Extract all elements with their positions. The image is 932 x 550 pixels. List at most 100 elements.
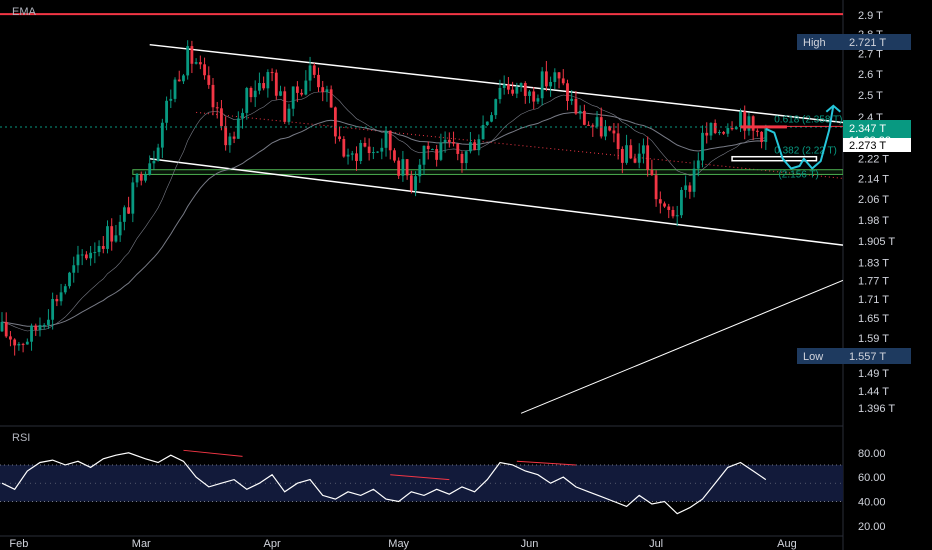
candle-body	[118, 221, 122, 236]
time-tick-label: Jun	[521, 538, 539, 550]
candle-body	[439, 142, 443, 160]
candle-body	[106, 226, 109, 249]
candle-body	[637, 153, 641, 163]
candle-body	[291, 86, 295, 109]
candle-body	[557, 72, 561, 79]
candle-body	[367, 146, 371, 154]
candle-body	[186, 46, 190, 76]
candle-body	[4, 321, 8, 337]
candle-body	[426, 145, 430, 150]
candle-body	[338, 136, 341, 140]
candle-body	[266, 72, 270, 89]
candle-body	[30, 325, 33, 342]
high-value: 2.721 T	[849, 37, 886, 49]
candle-body	[165, 100, 168, 123]
time-tick-label: Apr	[264, 538, 281, 550]
candle-body	[595, 117, 599, 127]
candle-body	[612, 130, 616, 134]
price-tick-label: 1.905 T	[858, 236, 895, 248]
price-tick-label: 2.5 T	[858, 90, 883, 102]
time-tick-label: Mar	[132, 538, 151, 550]
candle-body	[722, 132, 726, 134]
rsi-pane-title[interactable]: RSI	[12, 432, 30, 444]
rsi-band	[0, 464, 843, 502]
candle-body	[401, 159, 405, 176]
candle-body	[755, 130, 759, 132]
channel-upper-line	[149, 43, 843, 124]
candle-body	[633, 158, 637, 163]
price-tick-label: 1.83 T	[858, 257, 889, 269]
candle-body	[566, 83, 569, 101]
candle-body	[515, 86, 519, 94]
candle-body	[160, 122, 164, 148]
candle-body	[549, 81, 552, 87]
candle-body	[114, 235, 118, 242]
ema-short-line	[1, 91, 766, 332]
candle-body	[582, 110, 586, 125]
candle-body	[376, 151, 379, 153]
candle-body	[532, 91, 536, 102]
rsi-tick-label: 60.00	[858, 472, 886, 484]
candle-body	[629, 145, 633, 159]
candle-body	[296, 86, 299, 93]
candle-body	[97, 246, 101, 253]
candle-body	[68, 272, 71, 287]
price-tick-label: 1.71 T	[858, 294, 889, 306]
rsi-tick-label: 20.00	[858, 521, 886, 533]
rsi-tick-label: 40.00	[858, 497, 886, 509]
candle-body	[211, 84, 215, 108]
rsi-divergence-line-3	[516, 460, 576, 466]
candle-body	[414, 176, 417, 191]
candle-body	[743, 111, 747, 131]
channel-lower-line	[149, 157, 843, 246]
candle-body	[371, 152, 375, 154]
candle-body	[494, 99, 498, 116]
candle-body	[561, 78, 565, 84]
candle-body	[236, 118, 240, 139]
candle-body	[300, 92, 304, 95]
candle-body	[393, 150, 396, 161]
candle-body	[89, 252, 93, 259]
candle-body	[333, 107, 337, 137]
candle-body	[646, 145, 650, 170]
candle-body	[608, 126, 612, 131]
rsi-tick-label: 80.00	[858, 448, 886, 460]
candle-body	[713, 122, 717, 134]
price-tick-label: 2.14 T	[858, 173, 889, 185]
candle-body	[536, 98, 540, 102]
time-tick-label: Feb	[9, 538, 28, 550]
candle-body	[384, 130, 388, 148]
candle-body	[190, 46, 194, 64]
price-tick-label: 2.7 T	[858, 49, 883, 61]
candle-body	[498, 87, 502, 100]
candle-body	[270, 72, 274, 74]
ema-indicator-label[interactable]: EMA	[12, 6, 37, 18]
candle-body	[72, 265, 76, 273]
candle-body	[747, 116, 751, 131]
candle-body	[418, 164, 422, 177]
candle-body	[169, 98, 173, 101]
candle-body	[658, 199, 662, 204]
candle-body	[42, 324, 46, 326]
candle-body	[570, 98, 574, 101]
candle-body	[739, 111, 742, 128]
price-tick-label: 1.59 T	[858, 333, 889, 345]
candle-body	[642, 145, 645, 154]
candle-body	[85, 254, 88, 259]
price-tick-label: 1.65 T	[858, 313, 889, 325]
candle-body	[422, 145, 426, 165]
rsi-divergence-line	[183, 449, 243, 457]
price-tick-label: 2.6 T	[858, 69, 883, 81]
price-tick-label: 1.396 T	[858, 403, 895, 415]
candle-body	[431, 149, 434, 151]
candle-body	[380, 147, 384, 152]
candle-body	[182, 75, 185, 82]
candle-body	[464, 151, 468, 164]
candle-body	[456, 143, 460, 154]
candle-body	[671, 210, 675, 217]
candle-body	[194, 62, 198, 64]
candle-body	[76, 254, 80, 266]
candle-body	[152, 160, 156, 164]
candle-body	[17, 343, 21, 346]
